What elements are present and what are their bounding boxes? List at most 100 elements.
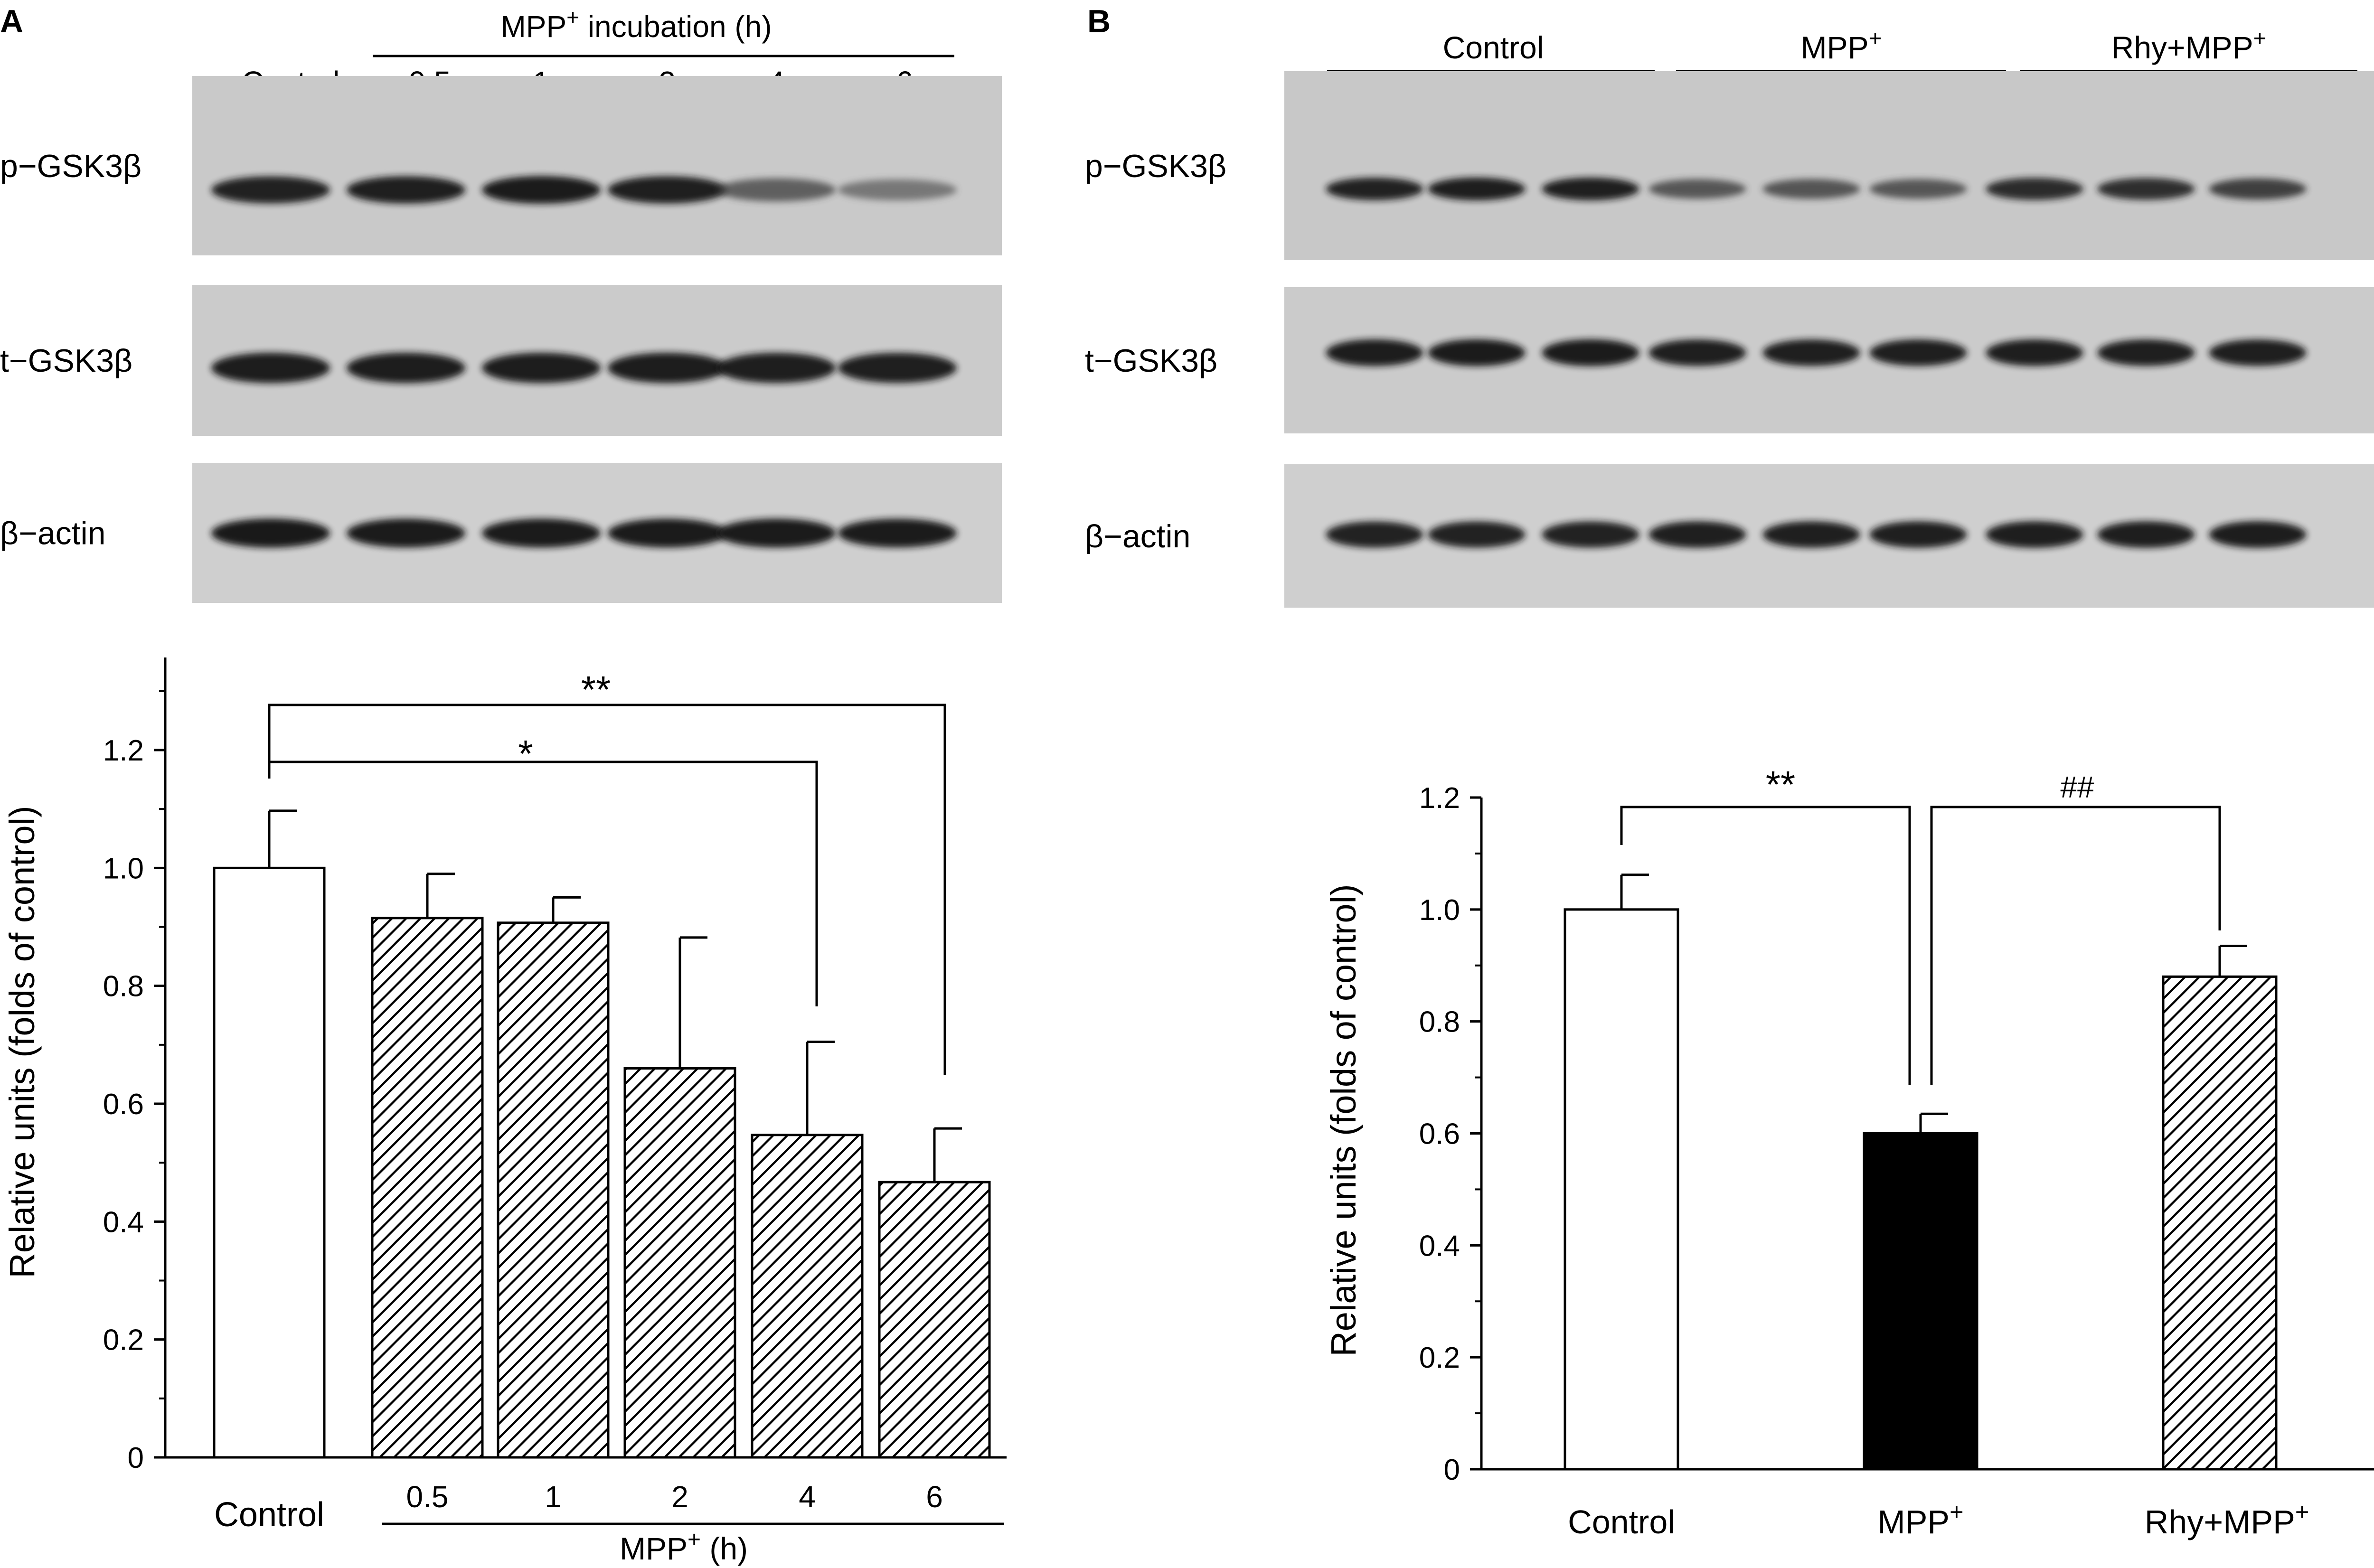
blot-band — [1649, 521, 1746, 548]
blot-band — [1869, 179, 1967, 199]
chart-b-y-label: Relative units (folds of control) — [1324, 884, 1363, 1356]
significance-bracket — [268, 761, 818, 1006]
chart-a-significance: *** — [268, 668, 946, 1075]
blot-b-group-label: Rhy+MPP+ — [2111, 26, 2267, 65]
blot-band — [1986, 521, 2083, 548]
blot-band — [2097, 178, 2195, 200]
blot-row-label: t−GSK3β — [0, 343, 132, 379]
blot-band — [1649, 339, 1746, 366]
blot-band — [1762, 521, 1860, 548]
blot-band — [1326, 339, 1423, 366]
y-tick-label: 0.6 — [103, 1088, 144, 1121]
x-group-label-main: MPP — [620, 1531, 688, 1566]
blot-band — [1869, 521, 1967, 548]
blot-b-group-label: MPP+ — [1801, 26, 1882, 65]
blot-b-group-label-sup: + — [1869, 26, 1882, 51]
blot-band — [347, 176, 465, 204]
blot-row-label: p−GSK3β — [1085, 148, 1226, 184]
significance-bracket — [268, 704, 946, 1075]
y-tick-label: 1.0 — [1419, 894, 1460, 927]
y-tick-label: 1.2 — [103, 734, 144, 767]
blot-b: p−GSK3β t−GSK3β β−actin — [1085, 71, 2374, 608]
x-tick-label: Rhy+MPP+ — [2145, 1498, 2309, 1540]
x-tick-label: Control — [214, 1496, 324, 1534]
y-tick-label: 1.0 — [103, 852, 144, 885]
blot-band — [2209, 521, 2307, 548]
blot-band — [482, 176, 601, 204]
blot-band — [1869, 339, 1967, 366]
chart-a-axes: 0 0.2 0.4 0.6 0.8 1.0 1.2 Control 0.5 1 2 4 6 MPP+ (h… — [103, 657, 1007, 1566]
blot-band — [1542, 521, 1639, 548]
x-tick-label: 0.5 — [406, 1480, 449, 1514]
y-tick-label: 0.4 — [1419, 1230, 1460, 1262]
bar-control — [1564, 908, 1679, 1471]
blot-band — [838, 179, 957, 201]
x-tick-label: MPP+ — [1877, 1498, 1963, 1540]
x-tick-label: 1 — [545, 1480, 562, 1514]
blot-band — [717, 518, 836, 548]
blot-band — [1986, 178, 2083, 200]
panel-letter-b: B — [1087, 3, 1111, 39]
bar-rhy-mpp- — [2162, 975, 2278, 1471]
chart-a: 0 0.2 0.4 0.6 0.8 1.0 1.2 Control 0.5 1 2 4 6 MPP+ (h… — [2, 657, 1007, 1566]
blot-band — [838, 353, 957, 383]
blot-b-group-label-main: Rhy+MPP — [2111, 30, 2253, 65]
bar-1 — [497, 921, 610, 1459]
significance-label: * — [518, 732, 533, 775]
y-tick-label: 0 — [128, 1442, 144, 1474]
x-tick-label: Control — [1568, 1503, 1675, 1540]
blot-b-group-labels: Control MPP+ Rhy+MPP+ — [1327, 26, 2357, 73]
blot-band — [1428, 339, 1526, 366]
x-tick-label-sup: + — [1950, 1498, 1963, 1525]
bar-2 — [623, 1067, 736, 1459]
y-tick-label: 0.2 — [1419, 1342, 1460, 1374]
x-tick-label-sup: + — [2295, 1498, 2309, 1525]
blot-band — [717, 353, 836, 383]
chart-a-y-label: Relative units (folds of control) — [2, 806, 42, 1278]
blot-band — [1649, 179, 1746, 199]
blot-band — [838, 518, 957, 548]
bar-control — [213, 866, 326, 1459]
y-tick-label: 0.8 — [1419, 1006, 1460, 1039]
bar-6 — [878, 1181, 991, 1459]
blot-band — [1428, 177, 1526, 201]
y-tick-label: 0.8 — [103, 970, 144, 1003]
x-group-label-suffix: (h) — [701, 1531, 748, 1566]
blot-band — [1986, 339, 2083, 366]
significance-label: ## — [2060, 770, 2094, 804]
blot-band — [347, 518, 465, 548]
panel-letter-a: A — [0, 3, 23, 39]
y-tick-label: 0.6 — [1419, 1118, 1460, 1151]
blot-band — [347, 352, 465, 384]
blot-band — [1542, 339, 1639, 366]
blot-band — [608, 176, 726, 204]
significance-label: ** — [581, 668, 611, 711]
blot-band — [211, 352, 330, 384]
blot-band — [2209, 339, 2307, 366]
blot-strip — [192, 76, 1002, 255]
y-tick-label: 1.2 — [1419, 782, 1460, 815]
blot-band — [2097, 339, 2195, 366]
bar-4 — [751, 1134, 864, 1459]
x-tick-label-main: Control — [1568, 1503, 1675, 1540]
blot-b-group-label-main: Control — [1443, 30, 1544, 65]
chart-a-bars — [213, 809, 991, 1459]
blot-b-group-label-sup: + — [2253, 26, 2267, 51]
blot-band — [1542, 177, 1639, 201]
x-group-label: MPP+ (h) — [620, 1527, 748, 1566]
blot-band — [608, 352, 726, 384]
blot-row-label: p−GSK3β — [0, 148, 141, 184]
x-tick-label: 4 — [799, 1480, 816, 1514]
blot-band — [1762, 339, 1860, 366]
chart-b-bars — [1564, 873, 2278, 1471]
significance-bracket — [1620, 806, 1911, 1085]
blot-band — [717, 178, 836, 202]
x-tick-label-main: MPP — [1877, 1503, 1950, 1540]
blot-band — [2097, 521, 2195, 548]
bar-0-5 — [371, 917, 484, 1459]
y-tick-label: 0.4 — [103, 1206, 144, 1239]
blot-band — [1326, 521, 1423, 548]
blot-strip — [1284, 71, 2374, 260]
